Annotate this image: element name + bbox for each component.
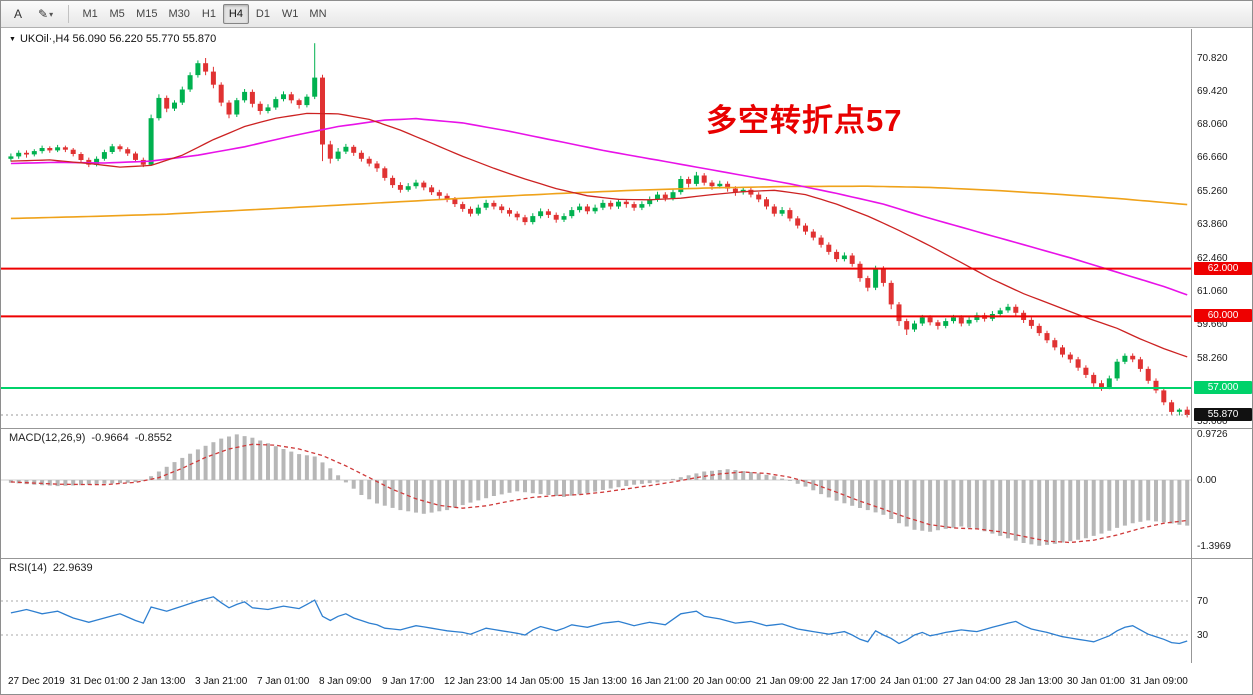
time-axis-label: 15 Jan 13:00 <box>569 676 627 687</box>
timeframe-button-group: M1 M5 M15 M30 H1 H4 D1 W1 MN <box>77 4 331 24</box>
macd-name: MACD(12,26,9) <box>9 432 86 444</box>
rsi-axis-label: 70 <box>1197 596 1209 607</box>
timeframe-button-m1[interactable]: M1 <box>77 4 103 24</box>
rsi-label: RSI(14) 22.9639 <box>9 562 93 574</box>
time-axis: 27 Dec 2019 31 Dec 01:00 2 Jan 13:00 3 Jan … <box>1 663 1252 694</box>
macd-canvas[interactable] <box>1 428 1191 558</box>
time-axis-label: 2 Jan 13:00 <box>133 676 186 687</box>
main-chart-canvas[interactable] <box>1 29 1191 428</box>
price-axis-label: 58.260 <box>1197 353 1228 364</box>
candlestick-series <box>8 43 1190 418</box>
price-axis-label: 62.460 <box>1197 253 1228 264</box>
time-axis-label: 14 Jan 05:00 <box>506 676 564 687</box>
time-axis-label: 3 Jan 21:00 <box>195 676 248 687</box>
macd-signal-line <box>10 443 1188 544</box>
macd-main-value: -0.9664 <box>91 432 129 444</box>
timeframe-button-d1[interactable]: D1 <box>250 4 276 24</box>
price-tag-60.000: 60.000 <box>1194 309 1252 322</box>
price-axis-label: 69.420 <box>1197 86 1228 97</box>
time-axis-label: 28 Jan 13:00 <box>1005 676 1063 687</box>
time-axis-label: 7 Jan 01:00 <box>257 676 310 687</box>
panel-separator <box>1 558 1252 559</box>
draw-tool-button[interactable]: ✎ ▾ <box>31 4 60 24</box>
time-axis-label: 24 Jan 01:00 <box>880 676 938 687</box>
collapse-triangle-icon: ▼ <box>9 35 16 43</box>
time-axis-label: 20 Jan 00:00 <box>693 676 751 687</box>
ma-fast-red-line <box>10 112 1188 358</box>
time-axis-label: 21 Jan 09:00 <box>756 676 814 687</box>
macd-axis-label: 0.00 <box>1197 475 1217 486</box>
rsi-value: 22.9639 <box>52 562 93 574</box>
ma-slow-orange-line <box>10 185 1188 220</box>
timeframe-button-m30[interactable]: M30 <box>164 4 195 24</box>
timeframe-button-h4[interactable]: H4 <box>222 4 249 24</box>
price-axis-label: 66.660 <box>1197 152 1228 163</box>
rsi-canvas[interactable] <box>1 558 1191 663</box>
time-axis-label: 27 Jan 04:00 <box>943 676 1001 687</box>
price-axis-label: 61.060 <box>1197 286 1228 297</box>
rsi-name: RSI(14) <box>9 562 47 574</box>
price-tag-57.000: 57.000 <box>1194 381 1252 394</box>
toolbar-separator <box>68 5 70 23</box>
time-axis-label: 31 Jan 09:00 <box>1130 676 1188 687</box>
time-axis-label: 27 Dec 2019 <box>8 676 65 687</box>
time-axis-label: 8 Jan 09:00 <box>319 676 372 687</box>
macd-histogram <box>8 434 1190 546</box>
panel-separator <box>1 428 1252 429</box>
current-price-tag: 55.870 <box>1194 408 1252 421</box>
price-tag-62.000: 62.000 <box>1194 262 1252 275</box>
time-axis-label: 30 Jan 01:00 <box>1067 676 1125 687</box>
rsi-line <box>10 596 1188 645</box>
chevron-down-icon: ▾ <box>49 9 54 19</box>
rsi-panel[interactable]: RSI(14) 22.9639 <box>1 558 1191 663</box>
toolbar: A ✎ ▾ M1 M5 M15 M30 H1 H4 D1 W1 MN <box>1 1 1252 28</box>
macd-signal-value: -0.8552 <box>134 432 173 444</box>
price-axis-label: 55.600 <box>1197 416 1228 427</box>
annotation-tool-button[interactable]: A <box>7 4 29 24</box>
timeframe-button-m15[interactable]: M15 <box>131 4 162 24</box>
macd-panel[interactable]: MACD(12,26,9) -0.9664 -0.8552 <box>1 428 1191 558</box>
time-axis-label: 31 Dec 01:00 <box>70 676 130 687</box>
pencil-icon: ✎ <box>38 7 49 21</box>
price-axis-label: 63.860 <box>1197 219 1228 230</box>
macd-axis-label: -1.3969 <box>1197 541 1231 552</box>
macd-label: MACD(12,26,9) -0.9664 -0.8552 <box>9 432 172 444</box>
price-axis-label: 65.260 <box>1197 186 1228 197</box>
chart-title-text: UKOil·,H4 56.090 56.220 55.770 55.870 <box>19 33 217 45</box>
price-axis-label: 59.660 <box>1197 319 1228 330</box>
chart-annotation-text: 多空转折点57 <box>706 103 903 138</box>
timeframe-button-m5[interactable]: M5 <box>104 4 130 24</box>
time-axis-label: 22 Jan 17:00 <box>818 676 876 687</box>
ma-mid-magenta-line <box>10 117 1188 296</box>
chart-title: ▼ UKOil·,H4 56.090 56.220 55.770 55.870 <box>9 33 216 45</box>
time-axis-label: 9 Jan 17:00 <box>382 676 435 687</box>
price-axis-label: 68.060 <box>1197 119 1228 130</box>
time-axis-label: 12 Jan 23:00 <box>444 676 502 687</box>
price-axis: 70.820 69.420 68.060 66.660 65.260 63.860 62.4… <box>1191 29 1252 663</box>
timeframe-button-h1[interactable]: H1 <box>196 4 222 24</box>
timeframe-button-mn[interactable]: MN <box>304 4 331 24</box>
main-chart-panel[interactable]: ▼ UKOil·,H4 56.090 56.220 55.770 55.870 … <box>1 29 1191 428</box>
price-axis-label: 70.820 <box>1197 53 1228 64</box>
timeframe-button-w1[interactable]: W1 <box>277 4 304 24</box>
time-axis-label: 16 Jan 21:00 <box>631 676 689 687</box>
macd-axis-label: 0.9726 <box>1197 429 1228 440</box>
rsi-axis-label: 30 <box>1197 630 1209 641</box>
